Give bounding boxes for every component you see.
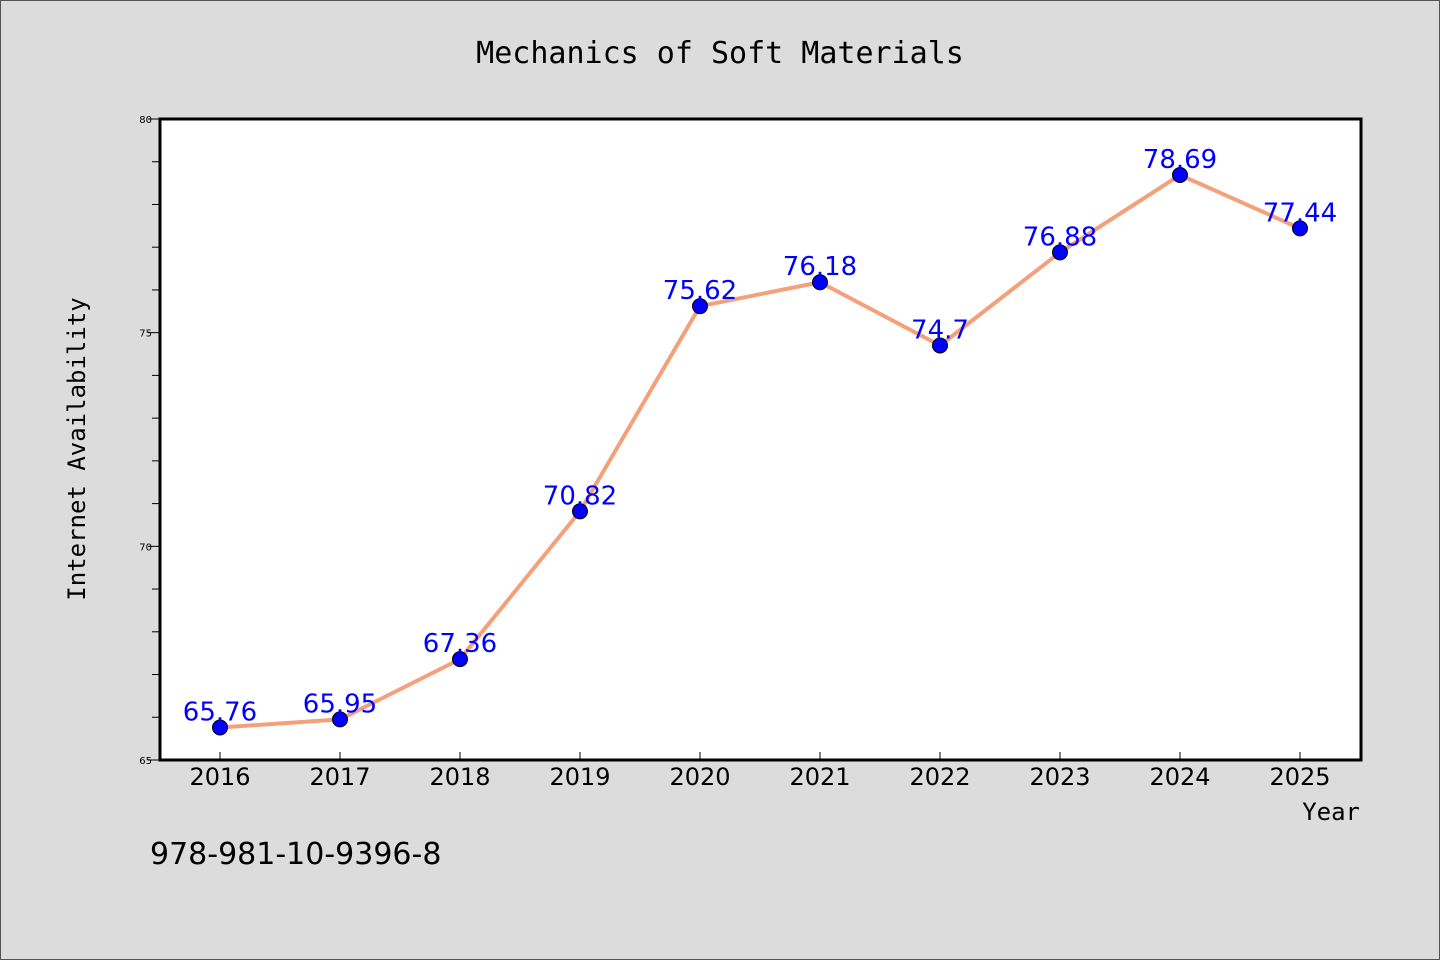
y-tick-label: 65	[139, 756, 152, 767]
data-labels: 65.76 65.95 67.36 70.82 75.62 76.18 74.7 76.88 7…	[183, 145, 1337, 728]
x-ticks: 2016 2017 2018 2019 2020 2021 2022 2023 2024 2025	[189, 752, 1331, 791]
x-tick-label: 2017	[309, 763, 370, 791]
x-tick-label: 2025	[1269, 763, 1330, 791]
data-label: 77.44	[1263, 198, 1337, 228]
data-point-marker	[692, 298, 708, 315]
x-tick-label: 2023	[1029, 763, 1090, 791]
x-tick-label: 2022	[909, 763, 970, 791]
data-point-marker	[452, 651, 468, 668]
data-point-marker	[332, 711, 348, 728]
data-label: 74.7	[911, 315, 969, 345]
x-tick-label: 2020	[669, 763, 730, 791]
data-label: 76.18	[783, 252, 857, 282]
data-point-marker	[932, 337, 948, 354]
plot-frame	[158, 117, 1363, 762]
series-markers	[212, 166, 1308, 736]
data-label: 75.62	[663, 276, 737, 306]
data-point-marker	[1172, 166, 1188, 183]
y-tick-label: 80	[139, 115, 152, 126]
data-point-marker	[572, 503, 588, 520]
data-label: 67.36	[423, 629, 497, 659]
series-line	[219, 172, 1301, 730]
x-tick-label: 2016	[189, 763, 250, 791]
data-point-marker	[212, 719, 228, 736]
x-tick-label: 2018	[429, 763, 490, 791]
data-label: 65.95	[303, 689, 377, 719]
isbn-annotation: 978-981-10-9396-8	[150, 837, 441, 872]
chart-title: Mechanics of Soft Materials	[476, 36, 964, 71]
data-label: 65.76	[183, 698, 257, 728]
data-point-marker	[812, 274, 828, 291]
data-label: 70.82	[543, 481, 617, 511]
data-point-marker	[1052, 244, 1068, 261]
x-tick-label: 2024	[1149, 763, 1210, 791]
data-point-marker	[1292, 220, 1308, 237]
x-tick-label: 2021	[789, 763, 850, 791]
plot-area	[160, 119, 1361, 760]
y-tick-label: 75	[139, 329, 152, 340]
y-axis-label: Internet Availability	[63, 297, 91, 600]
series-line-path	[219, 172, 1301, 730]
x-axis-label: Year	[1302, 798, 1360, 826]
y-major-ticks: 65 70 75 80	[139, 115, 160, 767]
data-label: 76.88	[1023, 222, 1097, 252]
y-tick-label: 70	[139, 542, 152, 553]
data-label: 78.69	[1143, 145, 1217, 175]
x-tick-label: 2019	[549, 763, 610, 791]
